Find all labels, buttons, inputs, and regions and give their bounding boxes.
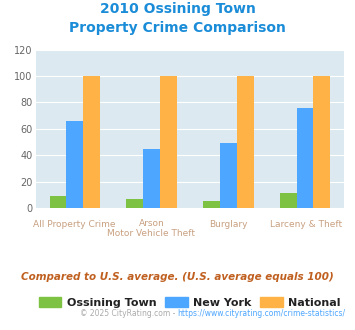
Bar: [237, 76, 253, 208]
Bar: [313, 76, 330, 208]
Text: © 2025 CityRating.com -: © 2025 CityRating.com -: [80, 309, 178, 317]
Bar: [126, 199, 143, 208]
Bar: [296, 108, 313, 208]
Bar: [220, 143, 237, 208]
Text: Burglary: Burglary: [209, 220, 248, 229]
Text: Property Crime Comparison: Property Crime Comparison: [69, 21, 286, 35]
Text: Compared to U.S. average. (U.S. average equals 100): Compared to U.S. average. (U.S. average …: [21, 272, 334, 282]
Text: Motor Vehicle Theft: Motor Vehicle Theft: [107, 229, 195, 238]
Bar: [83, 76, 100, 208]
Bar: [50, 196, 66, 208]
Bar: [203, 201, 220, 208]
Bar: [143, 148, 160, 208]
Text: Larceny & Theft: Larceny & Theft: [270, 220, 342, 229]
Text: 2010 Ossining Town: 2010 Ossining Town: [99, 2, 256, 16]
Text: Arson: Arson: [138, 219, 164, 228]
Text: All Property Crime: All Property Crime: [33, 220, 115, 229]
Text: https://www.cityrating.com/crime-statistics/: https://www.cityrating.com/crime-statist…: [178, 309, 346, 317]
Legend: Ossining Town, New York, National: Ossining Town, New York, National: [35, 293, 345, 312]
Bar: [160, 76, 177, 208]
Bar: [66, 121, 83, 208]
Bar: [280, 193, 296, 208]
